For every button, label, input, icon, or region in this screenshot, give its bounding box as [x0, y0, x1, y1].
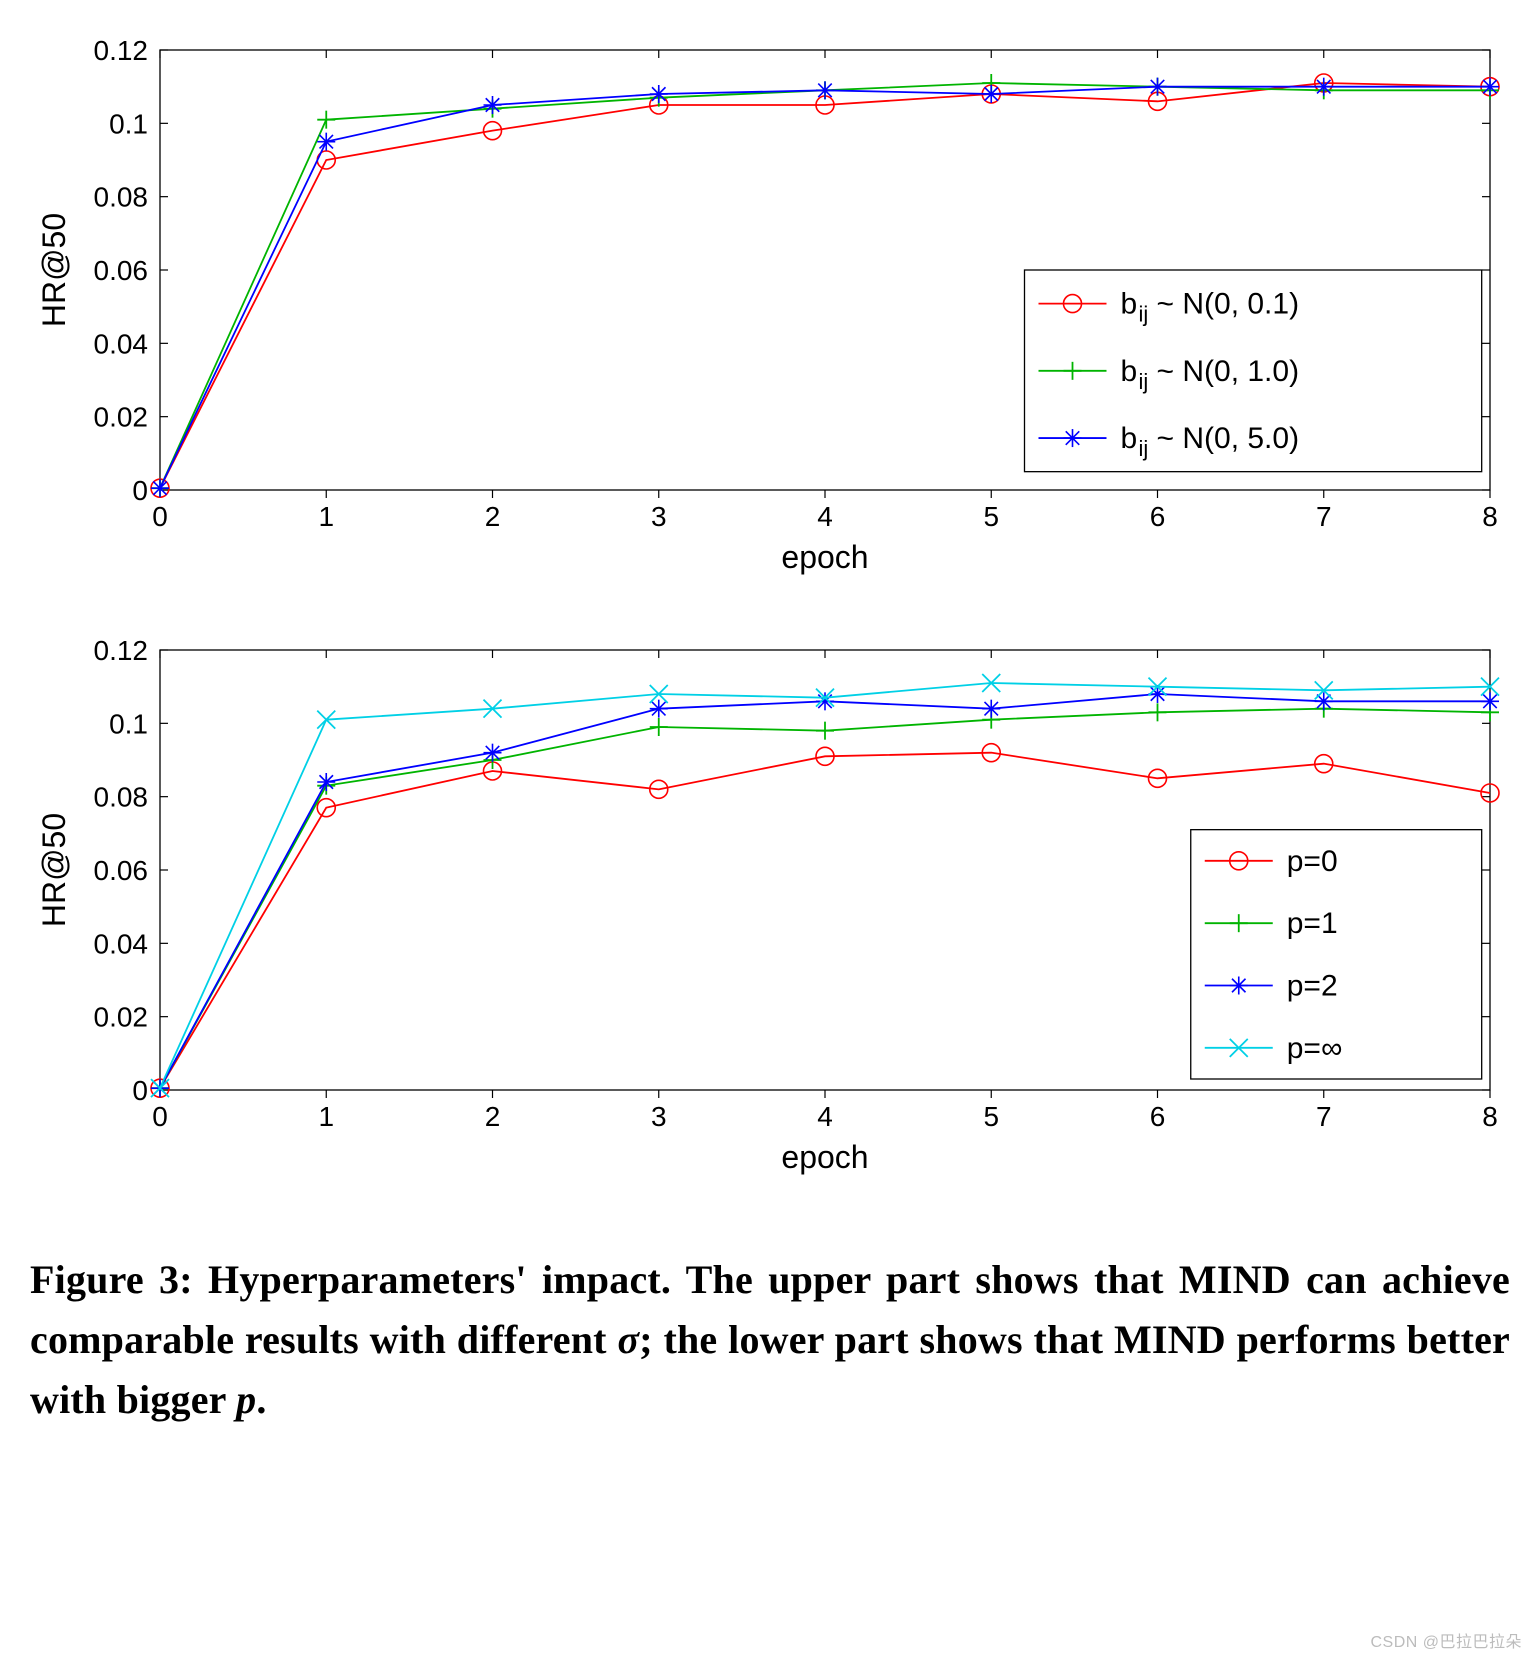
svg-text:0.06: 0.06 [94, 855, 149, 886]
svg-text:b: b [1121, 288, 1138, 321]
svg-text:b: b [1121, 355, 1138, 388]
svg-text:p=0: p=0 [1287, 845, 1338, 878]
svg-text:2: 2 [485, 501, 501, 532]
svg-text:0: 0 [132, 1075, 148, 1106]
sigma-glyph: σ [617, 1317, 639, 1362]
svg-text:5: 5 [983, 1101, 999, 1132]
chart-top: 0 1 2 3 4 5 6 7 8 0 0.02 0.04 0.06 0.08 0.1 0.12 epoch HR… [30, 30, 1510, 590]
svg-text:4: 4 [817, 501, 833, 532]
svg-text:0.04: 0.04 [94, 928, 149, 959]
svg-text:~ N(0, 5.0): ~ N(0, 5.0) [1157, 422, 1300, 455]
svg-text:ij: ij [1139, 436, 1149, 461]
svg-text:0.12: 0.12 [94, 35, 149, 66]
svg-text:0: 0 [152, 501, 168, 532]
svg-text:3: 3 [651, 1101, 667, 1132]
svg-text:5: 5 [983, 501, 999, 532]
svg-text:4: 4 [817, 1101, 833, 1132]
svg-text:0.1: 0.1 [109, 708, 148, 739]
svg-text:1: 1 [318, 501, 334, 532]
svg-text:b: b [1121, 422, 1138, 455]
svg-text:0.12: 0.12 [94, 635, 149, 666]
svg-text:0.06: 0.06 [94, 255, 149, 286]
svg-text:7: 7 [1316, 501, 1332, 532]
svg-text:0.02: 0.02 [94, 402, 149, 433]
watermark: CSDN @巴拉巴拉朵 [1370, 1628, 1522, 1652]
chart-bottom: 0 1 2 3 4 5 6 7 8 0 0.02 0.04 0.06 0.08 0.1 0.12 epoch HR… [30, 630, 1510, 1190]
svg-text:1: 1 [318, 1101, 334, 1132]
svg-text:6: 6 [1150, 1101, 1166, 1132]
svg-text:0.02: 0.02 [94, 1002, 149, 1033]
svg-text:p=2: p=2 [1287, 970, 1338, 1003]
svg-text:0: 0 [132, 475, 148, 506]
figure-caption: Figure 3: Hyperparameters' impact. The u… [30, 1250, 1510, 1430]
svg-text:0: 0 [152, 1101, 168, 1132]
svg-text:6: 6 [1150, 501, 1166, 532]
svg-text:2: 2 [485, 1101, 501, 1132]
svg-text:3: 3 [651, 501, 667, 532]
svg-text:ij: ij [1139, 369, 1149, 394]
svg-text:HR@50: HR@50 [36, 813, 72, 927]
svg-text:ij: ij [1139, 302, 1149, 327]
svg-text:HR@50: HR@50 [36, 213, 72, 327]
svg-text:8: 8 [1482, 1101, 1498, 1132]
svg-text:7: 7 [1316, 1101, 1332, 1132]
svg-text:~ N(0, 0.1): ~ N(0, 0.1) [1157, 288, 1300, 321]
svg-text:0.08: 0.08 [94, 182, 149, 213]
svg-text:8: 8 [1482, 501, 1498, 532]
p-glyph: p [236, 1377, 256, 1422]
figure-container: 01234567800.020.040.060.080.10.12epochHR… [30, 30, 1510, 1430]
svg-text:0.08: 0.08 [94, 782, 149, 813]
svg-text:p=∞: p=∞ [1287, 1032, 1343, 1065]
svg-text:epoch: epoch [781, 1139, 868, 1175]
svg-text:p=1: p=1 [1287, 907, 1338, 940]
svg-text:0.04: 0.04 [94, 328, 149, 359]
svg-text:0.1: 0.1 [109, 108, 148, 139]
svg-text:epoch: epoch [781, 539, 868, 575]
svg-text:~ N(0, 1.0): ~ N(0, 1.0) [1157, 355, 1300, 388]
caption-part3: . [256, 1377, 266, 1422]
